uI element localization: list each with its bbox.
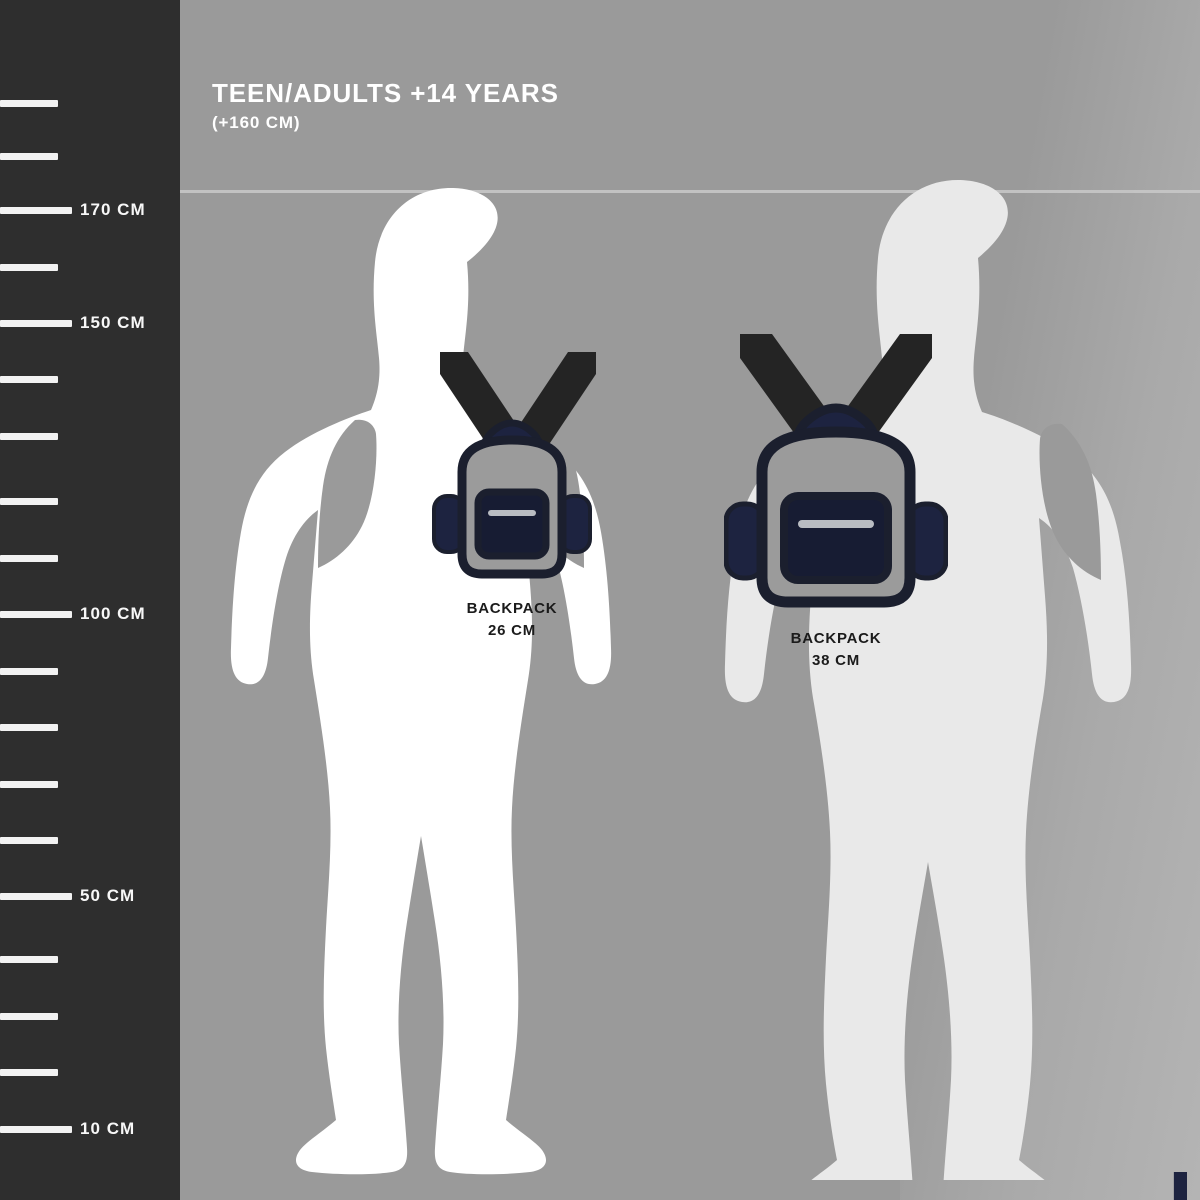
ruler-tick-110 [0, 555, 58, 562]
ruler-tick-40 [0, 956, 58, 963]
ruler-label-170: 170 CM [80, 200, 146, 219]
backpack-right-caption: BACKPACK 38 CM [736, 628, 936, 672]
ruler-label-10: 10 CM [80, 1119, 136, 1138]
ruler-tick-150 [0, 320, 72, 327]
ruler-tick-170 [0, 207, 72, 214]
height-reference-line [0, 190, 1200, 193]
backpack-left [432, 400, 592, 590]
ruler-tick-70 [0, 781, 58, 788]
backpack-left-size: 26 CM [488, 621, 536, 639]
ruler-tick-160 [0, 264, 58, 271]
backpack-left-name: BACKPACK [466, 600, 558, 617]
ruler-tick-20 [0, 1069, 58, 1076]
ruler-tick-176 [0, 153, 58, 160]
header-block: TEEN/ADULTS +14 YEARS (+160 CM) [212, 78, 559, 133]
ruler-tick-182 [0, 100, 58, 107]
backpack-right-name: BACKPACK [790, 630, 882, 647]
height-ruler: 170 CM 150 CM 100 CM 50 CM 10 CM [0, 0, 180, 1200]
ruler-tick-120 [0, 498, 58, 505]
ruler-tick-50 [0, 893, 72, 900]
ruler-tick-130 [0, 433, 58, 440]
ruler-tick-100 [0, 611, 72, 618]
backpack-left-caption: BACKPACK 26 CM [412, 598, 612, 642]
ruler-tick-90 [0, 668, 58, 675]
ruler-label-150: 150 CM [80, 313, 146, 332]
ruler-tick-30 [0, 1013, 58, 1020]
figure-left-teen [205, 188, 695, 1178]
page-subtitle: (+160 CM) [212, 113, 301, 133]
brand-wordmark: CASUAL [1081, 1166, 1200, 1200]
ruler-tick-140 [0, 376, 58, 383]
figure-right-adult [700, 180, 1200, 1180]
ruler-tick-80 [0, 724, 58, 731]
ruler-label-100: 100 CM [80, 604, 146, 623]
backpack-right [724, 386, 948, 622]
ruler-tick-60 [0, 837, 58, 844]
page-title: TEEN/ADULTS +14 YEARS [212, 78, 559, 108]
ruler-tick-10 [0, 1126, 72, 1133]
backpack-right-size: 38 CM [812, 651, 860, 669]
ruler-label-50: 50 CM [80, 886, 136, 905]
